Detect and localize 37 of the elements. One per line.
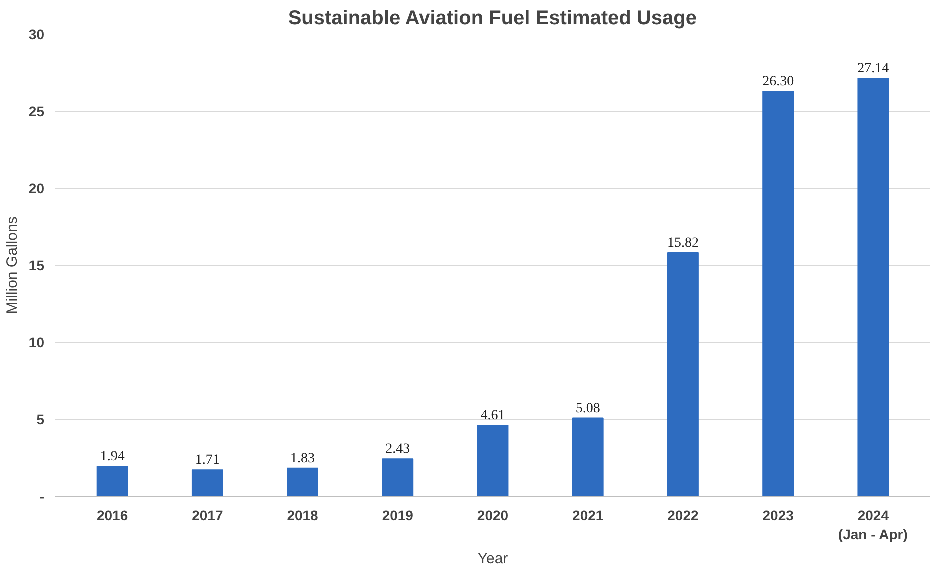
data-label: 5.08: [576, 401, 600, 416]
y-tick-label: 10: [28, 334, 45, 350]
data-label: 15.82: [667, 236, 699, 251]
bar: [287, 468, 318, 496]
bar: [96, 466, 128, 496]
data-label: 1.94: [100, 450, 125, 465]
y-tick-label: 25: [28, 104, 45, 120]
x-tick-label: 2021: [572, 508, 604, 524]
data-label: 1.83: [290, 451, 316, 466]
y-tick-label: -: [40, 488, 45, 504]
y-tick-label: 30: [28, 26, 45, 42]
bar: [858, 78, 890, 496]
y-axis-title: Million Gallons: [4, 216, 21, 314]
x-tick-label: 2018: [287, 508, 319, 524]
bar: [572, 418, 604, 496]
data-label: 2.43: [386, 442, 410, 458]
x-tick-label: 2019: [382, 508, 414, 524]
x-axis-title: Year: [478, 550, 508, 568]
bar: [382, 458, 414, 496]
x-tick-label: 2023: [762, 508, 794, 524]
y-tick-label: 5: [36, 412, 45, 428]
y-tick-label: 20: [28, 180, 45, 196]
data-label: 27.14: [858, 62, 890, 77]
x-tick-label: 2016: [96, 508, 128, 524]
x-tick-label: 2017: [192, 508, 224, 524]
bar: [762, 90, 794, 496]
data-label: 1.71: [195, 453, 220, 468]
bar: [668, 252, 699, 496]
chart-title: Sustainable Aviation Fuel Estimated Usage: [288, 8, 697, 30]
x-tick-label: 2024 (Jan - Apr): [838, 508, 908, 543]
bar: [192, 470, 224, 496]
y-tick-label: 15: [28, 258, 45, 274]
x-tick-label: 2022: [668, 508, 700, 524]
data-label: 26.30: [762, 74, 794, 90]
x-tick-label: 2020: [477, 508, 509, 524]
bar: [477, 425, 509, 496]
data-label: 4.61: [480, 408, 506, 424]
